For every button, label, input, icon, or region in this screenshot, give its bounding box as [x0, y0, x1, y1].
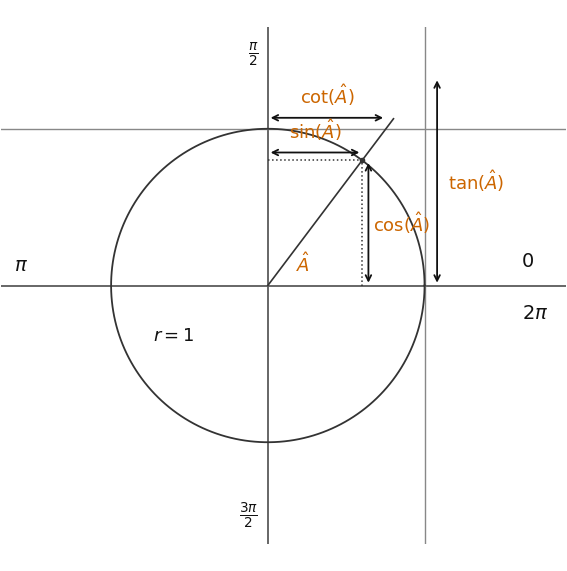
Text: $\frac{3\pi}{2}$: $\frac{3\pi}{2}$	[239, 501, 259, 531]
Text: $\frac{\pi}{2}$: $\frac{\pi}{2}$	[248, 41, 259, 69]
Text: $\hat{A}$: $\hat{A}$	[296, 252, 310, 276]
Text: $\pi$: $\pi$	[14, 256, 28, 275]
Text: sin($\hat{A}$): sin($\hat{A}$)	[289, 117, 341, 143]
Text: 2$\pi$: 2$\pi$	[522, 304, 548, 323]
Text: $r = 1$: $r = 1$	[153, 327, 194, 345]
Text: tan($\hat{A}$): tan($\hat{A}$)	[448, 168, 505, 194]
Text: cos($\hat{A}$): cos($\hat{A}$)	[373, 210, 430, 236]
Text: 0: 0	[522, 252, 534, 271]
Text: cot($\hat{A}$): cot($\hat{A}$)	[299, 83, 354, 108]
